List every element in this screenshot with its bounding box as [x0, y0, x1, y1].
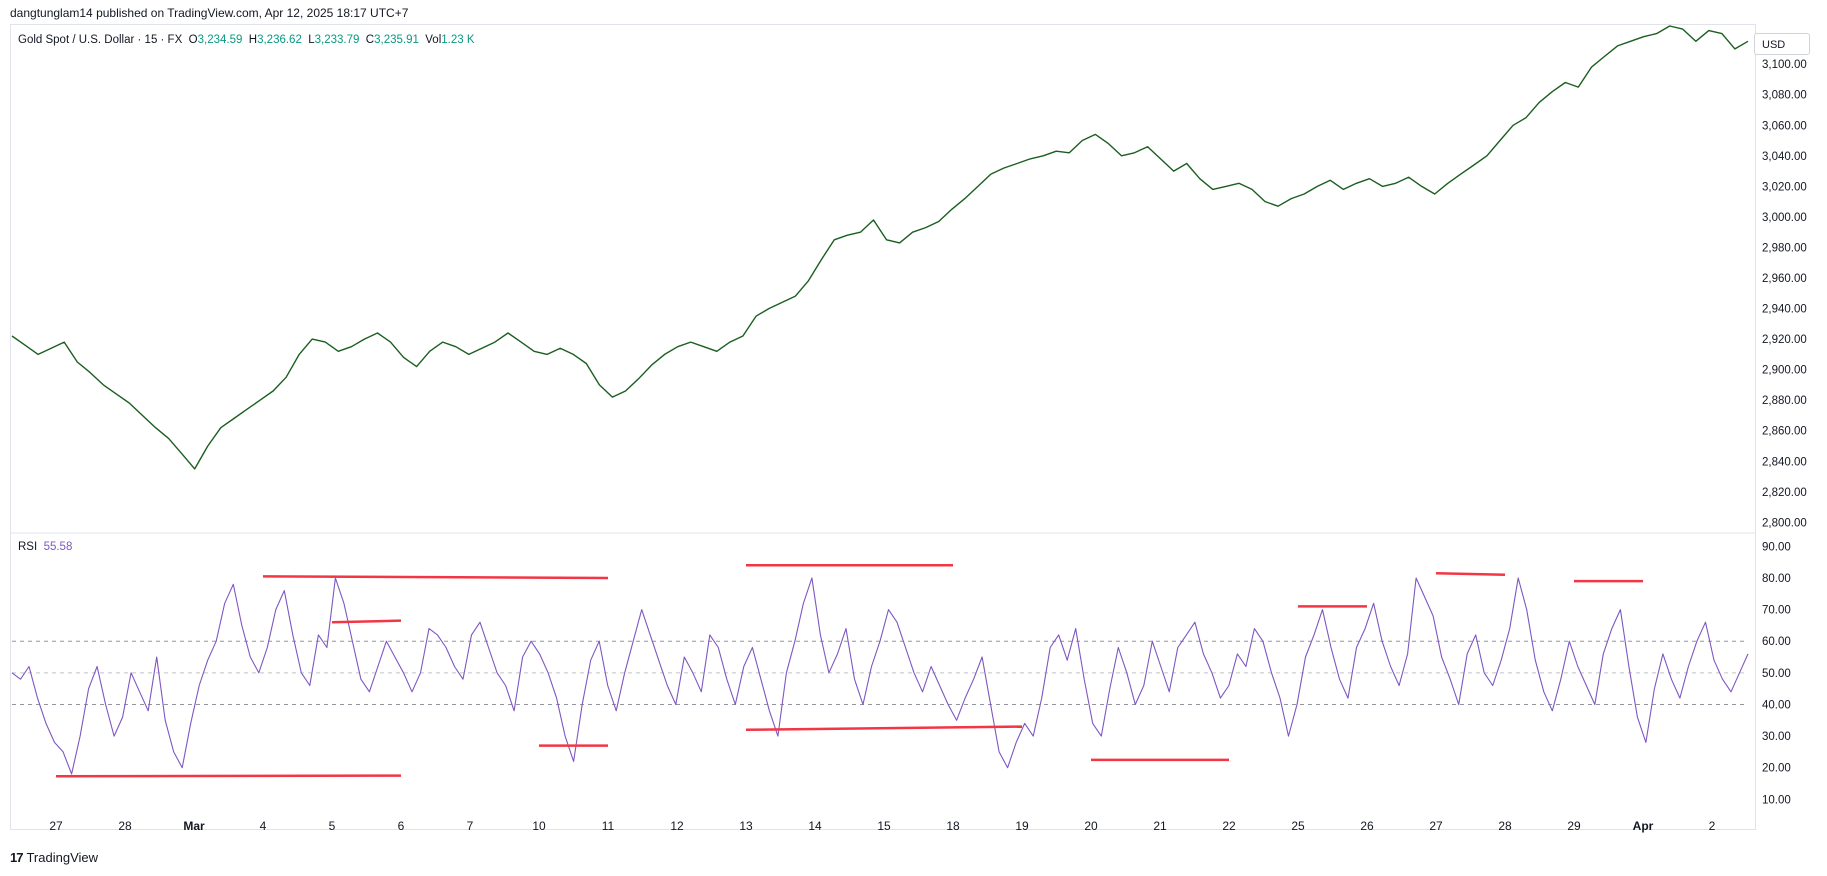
rsi-tick-label: 20.00	[1762, 763, 1791, 775]
x-tick-label: 11	[602, 819, 615, 833]
x-tick-label: 26	[1360, 819, 1374, 833]
x-tick-label: 19	[1015, 819, 1029, 833]
rsi-label[interactable]: RSI	[18, 541, 38, 553]
x-tick-label: 29	[1567, 819, 1581, 833]
x-tick-label: 7	[467, 819, 474, 833]
x-tick-label: 22	[1222, 819, 1236, 833]
x-tick-label: 14	[808, 819, 822, 833]
rsi-tick-label: 40.00	[1762, 699, 1791, 711]
x-tick-label: 28	[118, 819, 132, 833]
tradingview-logo-icon: 17	[10, 850, 24, 865]
price-legend: Gold Spot / U.S. Dollar · 15 · FX O3,234…	[18, 34, 475, 46]
x-tick-label: 28	[1498, 819, 1512, 833]
x-tick-label: 15	[877, 819, 891, 833]
rsi-tick-label: 30.00	[1762, 731, 1791, 743]
x-tick-label: 6	[398, 819, 405, 833]
publisher-caption: dangtunglam14 published on TradingView.c…	[10, 6, 409, 20]
price-tick-label: 2,800.00	[1762, 517, 1807, 529]
rsi-tick-label: 70.00	[1762, 605, 1791, 617]
price-tick-label: 2,840.00	[1762, 456, 1807, 468]
x-tick-label: Apr	[1633, 819, 1654, 833]
open-value: 3,234.59	[197, 34, 243, 46]
x-tick-label: 25	[1291, 819, 1305, 833]
x-tick-label: 18	[946, 819, 960, 833]
x-tick-label: 5	[329, 819, 336, 833]
price-series-line	[11, 25, 1749, 470]
currency-selector[interactable]: USD	[1754, 33, 1810, 55]
price-tick-label: 3,080.00	[1762, 90, 1807, 102]
x-tick-label: 2	[1709, 819, 1716, 833]
price-tick-label: 3,000.00	[1762, 212, 1807, 224]
footer-brand: 17 TradingView	[10, 850, 98, 865]
high-label: H	[248, 34, 258, 46]
chart-frame	[10, 24, 1756, 830]
x-tick-label: 27	[49, 819, 63, 833]
rsi-annotation-line	[331, 619, 402, 624]
brand-name: TradingView	[26, 850, 99, 865]
price-tick-label: 2,960.00	[1762, 273, 1807, 285]
volume-label: Vol	[425, 34, 442, 46]
price-tick-label: 2,820.00	[1762, 487, 1807, 499]
price-tick-label: 2,860.00	[1762, 426, 1807, 438]
symbol-label[interactable]: Gold Spot / U.S. Dollar · 15 · FX	[18, 34, 183, 46]
x-tick-label: 21	[1153, 819, 1167, 833]
volume-value: 1.23 K	[441, 34, 475, 46]
rsi-annotation-line	[262, 575, 609, 580]
price-tick-label: 3,100.00	[1762, 59, 1807, 71]
x-tick-label: 4	[260, 819, 267, 833]
rsi-tick-label: 80.00	[1762, 573, 1791, 585]
open-label: O	[188, 34, 198, 46]
price-tick-label: 2,940.00	[1762, 304, 1807, 316]
rsi-series-line	[11, 577, 1749, 775]
x-tick-label: 12	[670, 819, 684, 833]
price-tick-label: 2,900.00	[1762, 365, 1807, 377]
x-tick-label: 10	[532, 819, 546, 833]
rsi-annotation-line	[1435, 571, 1506, 577]
x-tick-label: 13	[739, 819, 753, 833]
low-value: 3,233.79	[314, 34, 360, 46]
price-tick-label: 2,880.00	[1762, 395, 1807, 407]
high-value: 3,236.62	[257, 34, 302, 46]
rsi-tick-label: 10.00	[1762, 794, 1791, 806]
price-tick-label: 3,040.00	[1762, 151, 1807, 163]
rsi-tick-label: 60.00	[1762, 636, 1791, 648]
low-label: L	[308, 34, 315, 46]
x-tick-label: 20	[1084, 819, 1098, 833]
close-label: C	[365, 34, 375, 46]
price-tick-label: 2,980.00	[1762, 242, 1807, 254]
close-value: 3,235.91	[374, 34, 419, 46]
x-tick-label: 27	[1429, 819, 1443, 833]
rsi-value: 55.58	[43, 541, 73, 553]
price-tick-label: 2,920.00	[1762, 334, 1807, 346]
rsi-tick-label: 90.00	[1762, 541, 1791, 553]
price-tick-label: 3,060.00	[1762, 120, 1807, 132]
rsi-annotation-line	[55, 774, 402, 778]
price-tick-label: 3,020.00	[1762, 181, 1807, 193]
rsi-legend: RSI 55.58	[18, 541, 72, 553]
rsi-tick-label: 50.00	[1762, 668, 1791, 680]
x-tick-label: Mar	[183, 819, 205, 833]
rsi-annotation-line	[745, 725, 1023, 732]
